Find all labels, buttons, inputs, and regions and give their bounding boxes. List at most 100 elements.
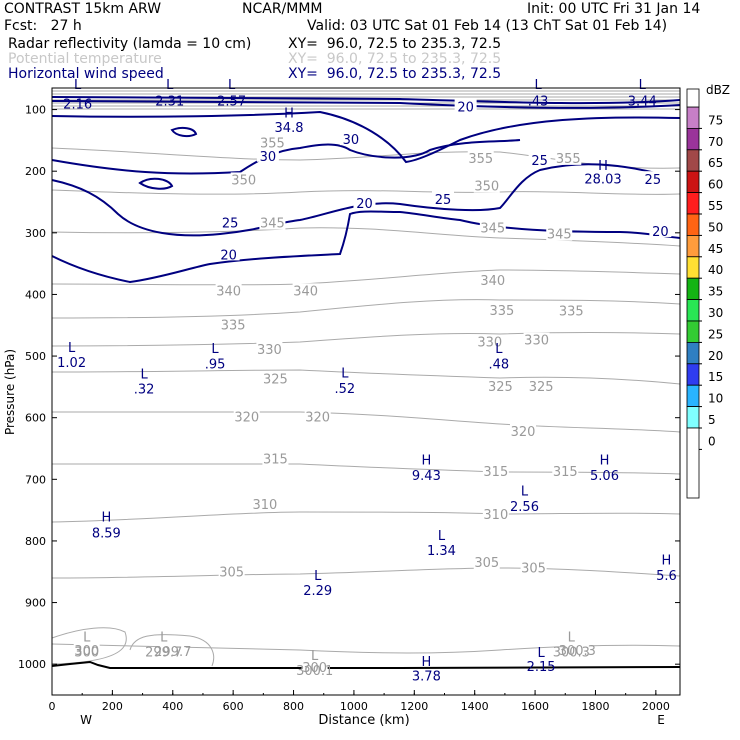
theta-contour-label: 300.3 bbox=[559, 644, 596, 659]
colorbar-swatch bbox=[686, 192, 700, 215]
wind-label-bg bbox=[528, 152, 551, 167]
theta-label-bg bbox=[218, 564, 245, 579]
theta-contour-label: 325 bbox=[529, 380, 554, 395]
extremum-value: .95 bbox=[205, 357, 226, 372]
plot-frame bbox=[51, 87, 681, 696]
extremum-marker: L bbox=[639, 78, 647, 93]
theta-contour-label: 355 bbox=[260, 136, 285, 151]
colorbar-swatch bbox=[686, 320, 700, 343]
theta-label-bg bbox=[520, 560, 547, 575]
colorbar-unit: dBZ bbox=[706, 83, 730, 97]
wind-contour bbox=[51, 100, 681, 109]
wind-label-bg bbox=[339, 131, 362, 146]
wind-contour bbox=[51, 139, 521, 175]
theta-label-bg bbox=[552, 463, 579, 478]
extremum-marker: L bbox=[495, 342, 503, 357]
x-tick-label: 2000 bbox=[642, 700, 670, 713]
theta-label-bg bbox=[479, 272, 506, 287]
y-tick-label: 1000 bbox=[18, 658, 46, 671]
y-axis: 100 200 300 400 500 600 700 800 900 1000 bbox=[18, 104, 680, 671]
extremum-value: 299.7 bbox=[145, 645, 182, 660]
colorbar-swatch bbox=[686, 106, 700, 129]
wind-contour-label: 20 bbox=[220, 248, 237, 263]
theta-contour-label: 300 bbox=[302, 661, 327, 676]
theta-contour bbox=[51, 463, 681, 475]
colorbar-level-label: 15 bbox=[708, 370, 723, 384]
wind-contour-label: 30 bbox=[260, 150, 277, 165]
wind-contour-label: 25 bbox=[222, 216, 239, 231]
wind-label-bg bbox=[454, 98, 477, 113]
colorbar-swatch bbox=[686, 341, 700, 365]
theta-label-bg bbox=[292, 283, 319, 298]
colorbar-swatch bbox=[686, 299, 700, 322]
x-tick-label: 400 bbox=[162, 700, 183, 713]
extremum-marker: L bbox=[534, 78, 542, 93]
theta-label-bg bbox=[220, 317, 247, 332]
theta-label-bg bbox=[259, 135, 286, 150]
colorbar-level-label: 70 bbox=[708, 135, 723, 149]
theta-label-bg bbox=[73, 643, 100, 658]
x-tick-label: 1800 bbox=[581, 700, 609, 713]
theta-contour-label: 340 bbox=[216, 284, 241, 299]
theta-contour-label: 330 bbox=[524, 334, 549, 349]
extremum-value: 1.34 bbox=[427, 544, 456, 559]
x-tick-label: 0 bbox=[49, 700, 56, 713]
colorbar-swatch bbox=[686, 213, 700, 236]
wind-contour bbox=[51, 96, 681, 105]
theta-contour-label: 340 bbox=[480, 274, 505, 289]
colorbar-level-label: 30 bbox=[708, 306, 723, 320]
colorbar-level-label: 35 bbox=[708, 285, 723, 299]
theta-label-bg bbox=[488, 303, 515, 318]
terrain-line bbox=[51, 660, 681, 669]
wind-label-bg bbox=[431, 190, 454, 205]
y-tick-label: 900 bbox=[25, 597, 46, 610]
theta-label-bg bbox=[230, 172, 257, 187]
theta-contour bbox=[51, 269, 681, 286]
theta-contour-label: 305 bbox=[474, 556, 499, 571]
colorbar-swatch bbox=[686, 127, 700, 151]
field-xy-reflectivity: XY= 96.0, 72.5 to 235.3, 72.5 bbox=[288, 36, 502, 52]
extremum-marker: L bbox=[341, 367, 349, 382]
theta-contour bbox=[52, 411, 681, 433]
extremum-marker: L bbox=[438, 529, 446, 544]
colorbar-swatch bbox=[686, 277, 700, 301]
extremum-value: 300.1 bbox=[296, 664, 333, 679]
colorbar-swatch bbox=[686, 406, 700, 429]
theta-contour-label: 335 bbox=[559, 305, 584, 320]
wind-label-bg bbox=[641, 171, 664, 186]
extremum-value: 5.6 bbox=[656, 569, 677, 584]
wind-contour bbox=[51, 110, 681, 164]
theta-contour-label: 310 bbox=[483, 508, 508, 523]
extremum-marker: L bbox=[228, 78, 236, 93]
extremum-value: 28.03 bbox=[584, 173, 621, 188]
x-tick-label: 600 bbox=[223, 700, 244, 713]
theta-label-bg bbox=[467, 150, 494, 165]
theta-contour-label: 335 bbox=[221, 318, 246, 333]
theta-contour bbox=[51, 189, 681, 195]
theta-contour-label: 315 bbox=[263, 453, 288, 468]
extremum-marker: L bbox=[537, 646, 545, 661]
wind-contour-label: 25 bbox=[531, 154, 548, 169]
theta-label-bg bbox=[546, 226, 573, 241]
colorbar-swatch bbox=[686, 170, 700, 193]
colorbar-level-label: 60 bbox=[708, 178, 723, 192]
colorbar-swatch bbox=[686, 149, 700, 172]
theta-label-bg bbox=[476, 334, 503, 349]
theta-contour-label: 330 bbox=[477, 336, 502, 351]
theta-contour-label: 320 bbox=[511, 425, 536, 440]
extremum-marker: H bbox=[101, 510, 111, 525]
x-tick-label: 1600 bbox=[521, 700, 549, 713]
theta-label-bg bbox=[528, 378, 555, 393]
wind-contour-label: 30 bbox=[343, 133, 360, 148]
theta-contour bbox=[51, 369, 681, 385]
extremum-value: 300 bbox=[74, 645, 99, 660]
extremum-marker: L bbox=[211, 342, 219, 357]
theta-contour bbox=[51, 627, 127, 665]
wind-label-bg bbox=[256, 147, 279, 162]
extremum-value: .52 bbox=[335, 382, 356, 397]
colorbar-level-label: 45 bbox=[708, 242, 723, 256]
theta-label-bg bbox=[473, 178, 500, 193]
extremum-value: 3.78 bbox=[412, 669, 441, 684]
theta-label-bg bbox=[215, 283, 242, 298]
colorbar-level-label: 40 bbox=[708, 263, 723, 277]
